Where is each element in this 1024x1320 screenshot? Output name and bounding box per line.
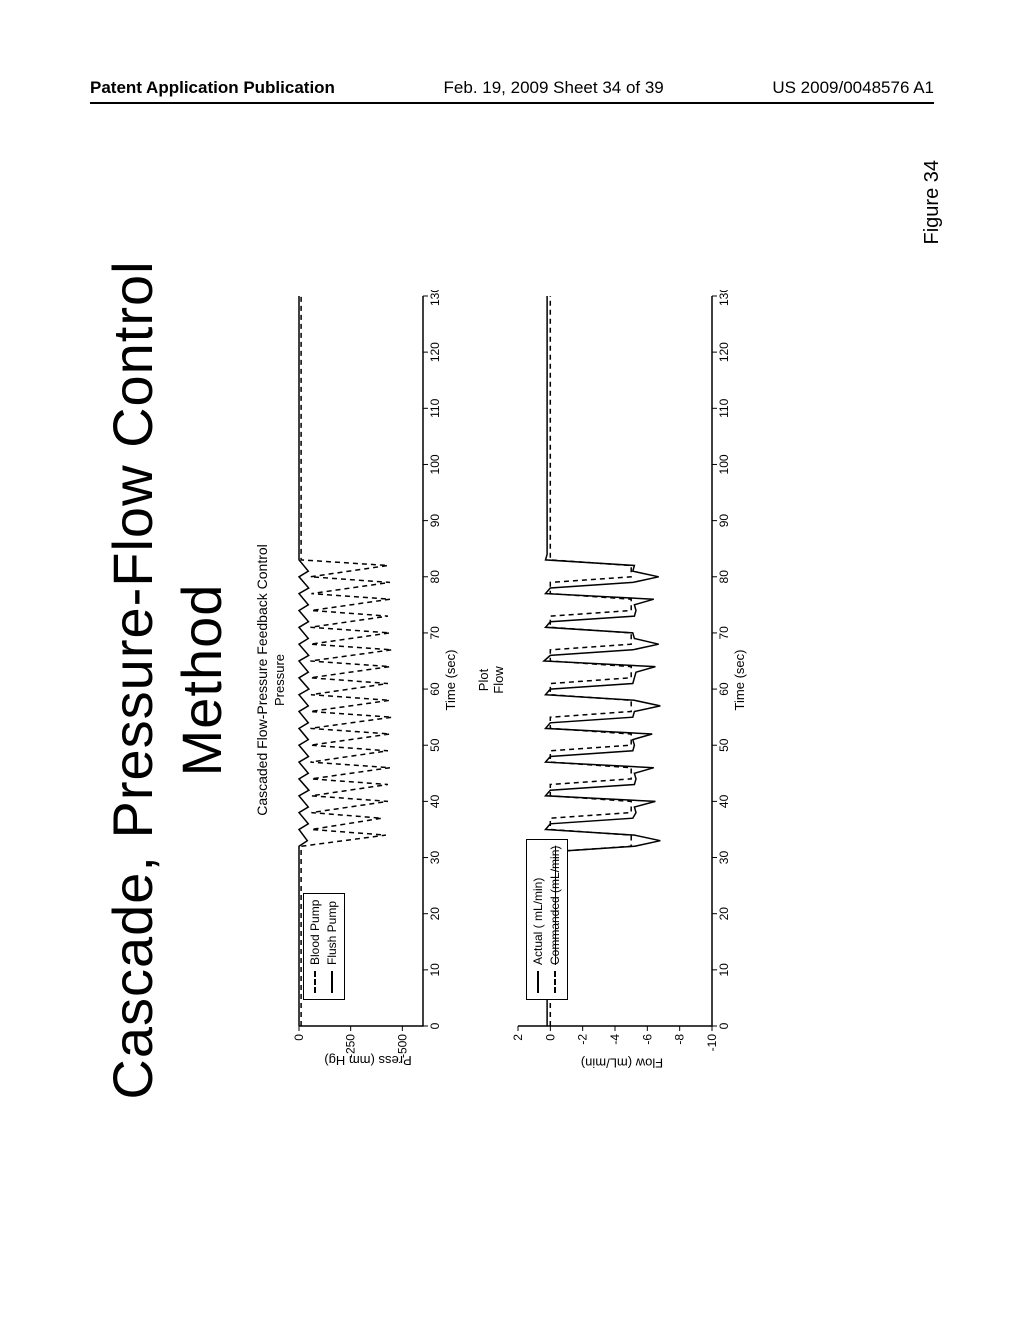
svg-text:0: 0 (428, 1022, 442, 1029)
intermediate-flow: Flow (491, 150, 506, 1210)
svg-text:20: 20 (717, 907, 731, 921)
header-rule (90, 102, 934, 104)
svg-text:100: 100 (428, 454, 442, 474)
header-right: US 2009/0048576 A1 (772, 78, 934, 98)
svg-text:130: 130 (428, 290, 442, 306)
svg-text:50: 50 (717, 738, 731, 752)
svg-text:130: 130 (717, 290, 731, 306)
svg-text:30: 30 (717, 851, 731, 865)
svg-text:-10: -10 (705, 1034, 719, 1052)
svg-text:100: 100 (717, 454, 731, 474)
svg-text:-8: -8 (673, 1034, 687, 1045)
svg-text:-2: -2 (576, 1034, 590, 1045)
svg-text:2: 2 (512, 1034, 525, 1041)
flow-xlabel: Time (sec) (732, 290, 747, 1070)
intermediate-plot: Plot (476, 150, 491, 1210)
pressure-supertitle: Cascaded Flow-Pressure Feedback Control (254, 150, 270, 1210)
figure-rotated: Cascade, Pressure-Flow Control Method Ca… (80, 150, 944, 1210)
main-subtitle: Method (169, 150, 234, 1210)
pressure-ylabel: Press (mm Hg) (324, 1053, 411, 1068)
page-header: Patent Application Publication Feb. 19, … (0, 78, 1024, 98)
svg-text:120: 120 (717, 342, 731, 362)
svg-text:0: 0 (543, 1034, 557, 1041)
svg-text:10: 10 (428, 963, 442, 977)
svg-text:120: 120 (428, 342, 442, 362)
pressure-subtitle: Pressure (272, 150, 287, 1210)
svg-text:80: 80 (428, 570, 442, 584)
svg-text:60: 60 (428, 682, 442, 696)
header-left: Patent Application Publication (90, 78, 335, 98)
figure-label: Figure 34 (921, 160, 944, 245)
svg-text:110: 110 (717, 398, 731, 417)
svg-text:60: 60 (717, 682, 731, 696)
svg-text:10: 10 (717, 963, 731, 977)
svg-text:70: 70 (717, 626, 731, 640)
svg-text:90: 90 (717, 514, 731, 528)
svg-text:80: 80 (717, 570, 731, 584)
figure-wrap: Cascade, Pressure-Flow Control Method Ca… (80, 150, 944, 1210)
flow-chart: Flow (mL/min) 20-2-4-6-8-100102030405060… (512, 290, 732, 1070)
svg-text:110: 110 (428, 398, 442, 417)
svg-text:0: 0 (293, 1034, 306, 1041)
svg-text:30: 30 (428, 851, 442, 865)
svg-text:40: 40 (717, 794, 731, 808)
svg-text:50: 50 (428, 738, 442, 752)
pressure-chart: Press (mm Hg) 0-250-50001020304050607080… (293, 290, 443, 1070)
svg-text:20: 20 (428, 907, 442, 921)
svg-text:70: 70 (428, 626, 442, 640)
pressure-chart-legend: Blood PumpFlush Pump (303, 893, 345, 1000)
header-center: Feb. 19, 2009 Sheet 34 of 39 (444, 78, 664, 98)
svg-text:-6: -6 (640, 1034, 654, 1045)
pressure-xlabel: Time (sec) (443, 290, 458, 1070)
svg-text:-4: -4 (608, 1034, 622, 1045)
flow-ylabel: Flow (mL/min) (581, 1055, 663, 1070)
main-title: Cascade, Pressure-Flow Control (100, 150, 165, 1210)
flow-chart-legend: Actual ( mL/min)Commanded (mL/min) (526, 839, 568, 1000)
svg-text:0: 0 (717, 1022, 731, 1029)
svg-text:40: 40 (428, 794, 442, 808)
svg-text:90: 90 (428, 514, 442, 528)
intermediate-labels: Plot Flow (476, 150, 506, 1210)
